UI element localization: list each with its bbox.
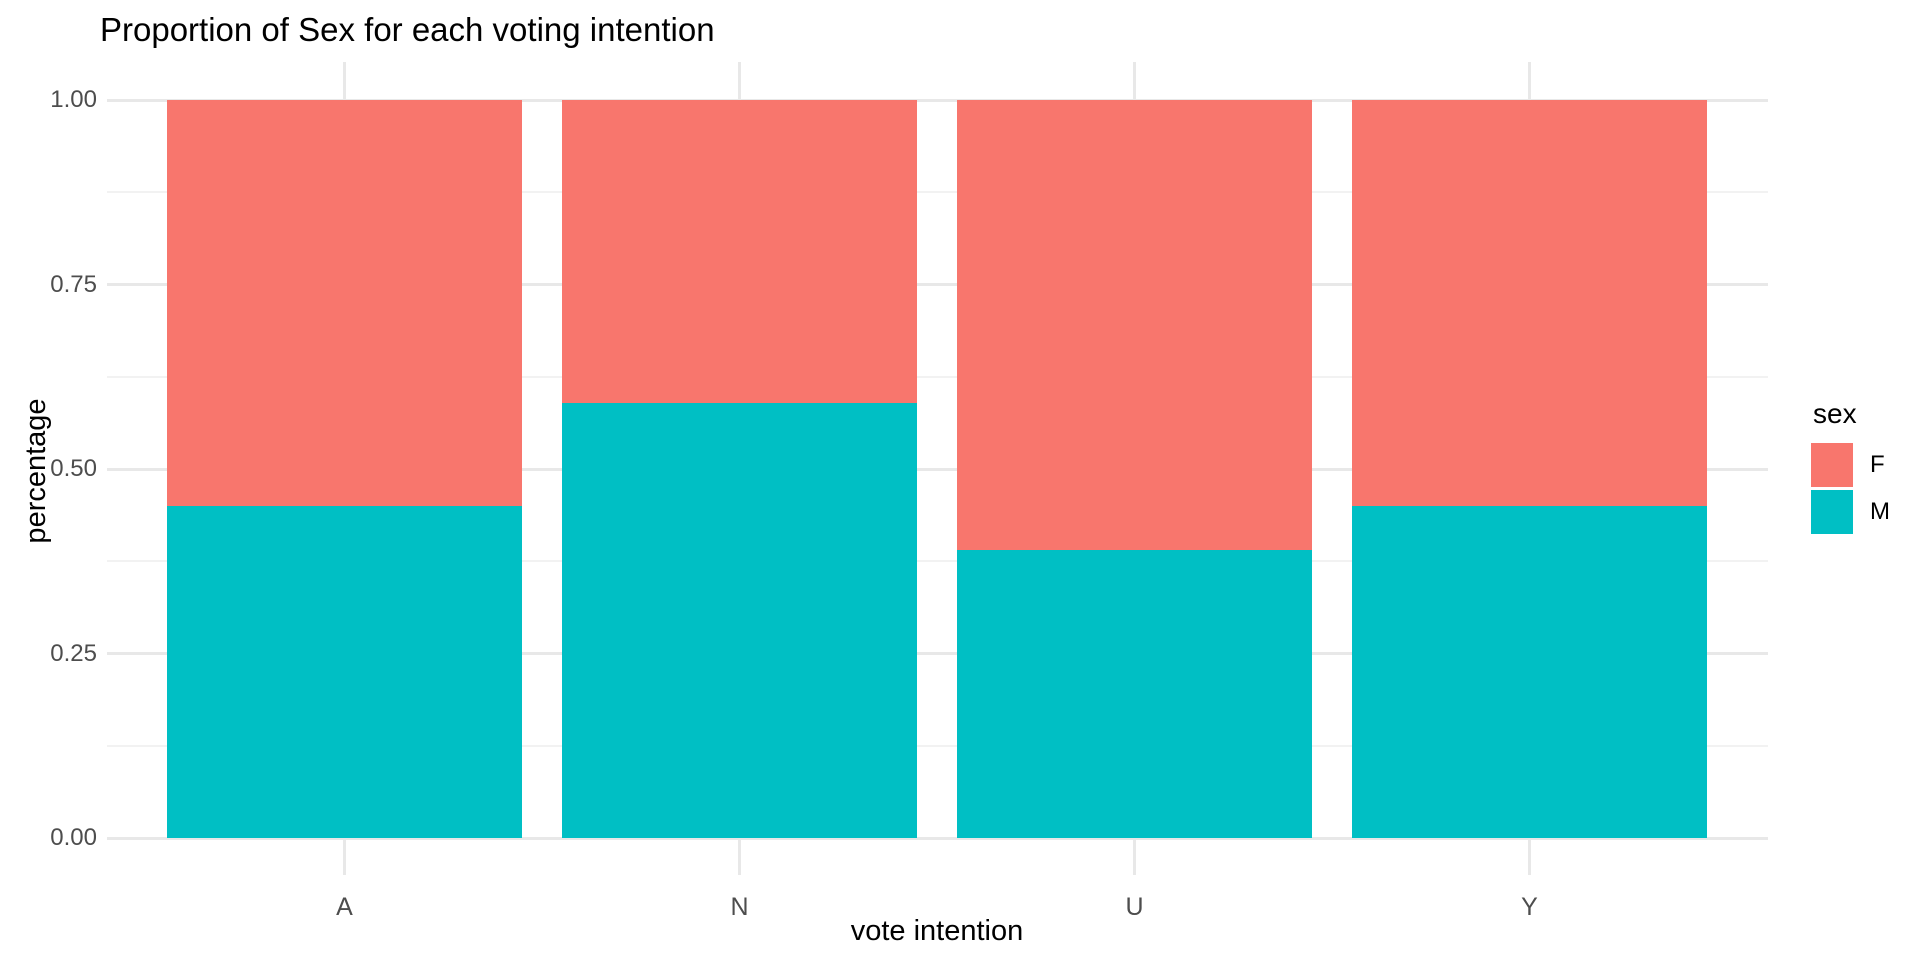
gridline-major-y (107, 467, 1768, 471)
x-tick-label: Y (1521, 893, 1538, 921)
bar-A-segment-F (167, 100, 522, 506)
gridline-major-y (107, 98, 1768, 102)
legend-title: sex (1813, 398, 1857, 429)
bar-Y-segment-M (1352, 505, 1707, 838)
bar-N-segment-M (562, 402, 917, 838)
x-tick-label: A (336, 893, 353, 921)
legend-label-M: M (1870, 498, 1890, 525)
y-tick-label: 0.25 (50, 639, 97, 667)
y-tick-label: 0.00 (50, 824, 97, 851)
gridline-minor-y (107, 191, 1768, 194)
y-tick-label: 1.00 (50, 86, 97, 113)
bar-N-segment-F (562, 100, 917, 403)
bar-Y-segment-F (1352, 100, 1707, 506)
y-tick-label: 0.75 (50, 270, 97, 298)
plot-title: Proportion of Sex for each voting intent… (100, 11, 715, 48)
gridline-minor-y (107, 560, 1768, 563)
legend-swatch-F (1811, 443, 1853, 487)
gridline-minor-y (107, 744, 1768, 747)
gridline-major-y (107, 836, 1768, 840)
x-tick-label: N (730, 893, 749, 921)
x-axis-title: vote intention (850, 915, 1024, 947)
bar-U-segment-F (957, 100, 1312, 551)
y-tick-label: 0.50 (50, 455, 97, 482)
gridline-minor-y (107, 375, 1768, 378)
gridline-major-y (107, 652, 1768, 655)
legend-swatch-M (1811, 490, 1853, 534)
bar-A-segment-M (167, 505, 522, 838)
gridline-major-y (107, 283, 1768, 286)
x-tick-label: U (1125, 893, 1144, 921)
bar-U-segment-M (957, 550, 1312, 838)
legend-label-F: F (1870, 451, 1885, 478)
